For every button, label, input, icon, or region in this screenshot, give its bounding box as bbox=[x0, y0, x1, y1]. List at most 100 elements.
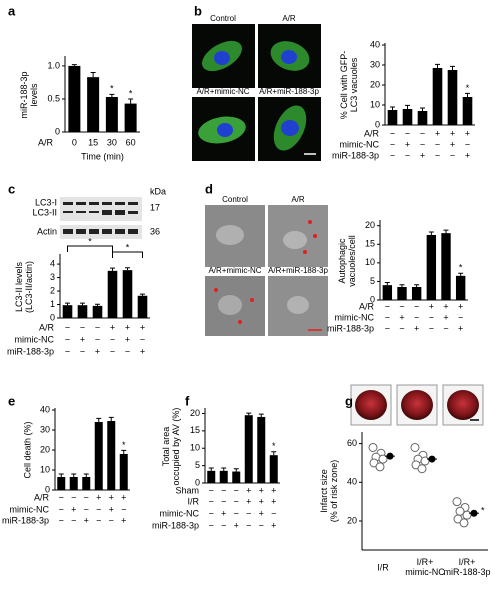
bar bbox=[87, 77, 100, 132]
condition-sign: − bbox=[96, 504, 101, 514]
y-tick-label: 0 bbox=[370, 294, 375, 304]
heart-images bbox=[350, 384, 484, 426]
panel-letter: b bbox=[194, 3, 202, 18]
error-bar bbox=[80, 302, 85, 306]
bar bbox=[107, 270, 118, 318]
y-tick-label: 0 bbox=[195, 477, 200, 487]
condition-sign: − bbox=[385, 301, 390, 311]
condition-sign: − bbox=[420, 139, 425, 149]
condition-sign: − bbox=[95, 322, 100, 332]
y-tick-label: 40 bbox=[40, 404, 50, 414]
error-bar bbox=[435, 63, 440, 68]
condition-label: A/R bbox=[364, 128, 380, 138]
bar bbox=[232, 471, 241, 483]
error-bar bbox=[458, 272, 464, 276]
condition-sign: + bbox=[140, 322, 145, 332]
condition-label: Sham bbox=[175, 485, 199, 495]
error-bar bbox=[140, 293, 145, 296]
error-bar bbox=[121, 449, 127, 454]
bar bbox=[77, 305, 88, 318]
data-point bbox=[378, 454, 388, 464]
condition-sign: − bbox=[84, 504, 89, 514]
bar bbox=[119, 454, 128, 490]
condition-sign: − bbox=[110, 346, 115, 356]
condition-sign: − bbox=[65, 346, 70, 356]
condition-sign: − bbox=[80, 322, 85, 332]
bar bbox=[269, 455, 278, 483]
error-bar bbox=[83, 473, 89, 477]
data-point bbox=[417, 464, 427, 474]
image-label: A/R+mimic-NC bbox=[208, 266, 261, 275]
image-label: A/R bbox=[291, 195, 305, 204]
condition-sign: + bbox=[435, 128, 440, 138]
y-tick-label: 30 bbox=[40, 424, 50, 434]
error-bar bbox=[125, 267, 130, 271]
bar bbox=[382, 285, 393, 300]
condition-sign: + bbox=[443, 301, 448, 311]
bar bbox=[124, 103, 137, 132]
x-tick-label: 60 bbox=[126, 137, 136, 147]
blot-size: 17 bbox=[150, 202, 160, 212]
bar bbox=[244, 415, 253, 483]
condition-sign: − bbox=[65, 334, 70, 344]
condition-sign: + bbox=[84, 515, 89, 525]
y-axis-label: Infarct size(% of risk zone) bbox=[319, 460, 339, 523]
condition-label: mimic-NC bbox=[10, 504, 50, 514]
error-bar bbox=[208, 467, 214, 471]
significance-marker: * bbox=[129, 88, 133, 98]
bar bbox=[69, 477, 78, 490]
bar bbox=[219, 470, 228, 483]
condition-sign: + bbox=[465, 128, 470, 138]
x-tick-label: I/R+ miR-188-3p bbox=[443, 557, 490, 577]
error-bar bbox=[233, 468, 239, 472]
y-tick-label: 20 bbox=[40, 444, 50, 454]
condition-sign: + bbox=[450, 139, 455, 149]
y-tick-label: 20 bbox=[365, 220, 375, 230]
condition-sign: − bbox=[246, 508, 251, 518]
condition-sign: − bbox=[399, 301, 404, 311]
x-tick-label: I/R bbox=[377, 562, 389, 572]
condition-sign: − bbox=[271, 508, 276, 518]
bar bbox=[105, 96, 118, 132]
error-bar bbox=[405, 104, 410, 109]
significance-marker: * bbox=[110, 84, 114, 94]
error-bar bbox=[71, 473, 77, 477]
condition-sign: − bbox=[234, 485, 239, 495]
condition-sign: − bbox=[414, 312, 419, 322]
condition-sign: + bbox=[80, 334, 85, 344]
condition-sign: − bbox=[71, 515, 76, 525]
condition-sign: − bbox=[259, 520, 264, 530]
condition-sign: − bbox=[420, 128, 425, 138]
error-bar bbox=[221, 467, 227, 471]
bar bbox=[397, 287, 407, 300]
y-axis-label: Total areaoccupied by AV (%) bbox=[161, 408, 181, 486]
condition-sign: − bbox=[443, 323, 448, 333]
y-tick-label: 20 bbox=[370, 79, 380, 89]
significance-marker: * bbox=[466, 83, 470, 93]
condition-sign: + bbox=[465, 150, 470, 160]
bar bbox=[447, 70, 458, 125]
y-tick-label: 2 bbox=[50, 285, 55, 295]
image-label: A/R bbox=[282, 14, 296, 23]
condition-sign: − bbox=[221, 520, 226, 530]
bar bbox=[107, 421, 116, 490]
bar bbox=[402, 109, 413, 125]
image-label: A/R+mimic-NC bbox=[196, 87, 249, 96]
panel-letter: f bbox=[185, 393, 190, 408]
panel-letter: d bbox=[205, 181, 213, 196]
data-point bbox=[410, 442, 420, 452]
condition-label: A/R bbox=[39, 322, 55, 332]
condition-sign: − bbox=[405, 150, 410, 160]
error-bar bbox=[443, 229, 449, 234]
bar bbox=[82, 477, 91, 490]
bracket bbox=[67, 245, 113, 252]
condition-sign: + bbox=[71, 504, 76, 514]
condition-sign: + bbox=[95, 346, 100, 356]
panel-letter: e bbox=[8, 393, 15, 408]
condition-sign: − bbox=[458, 312, 463, 322]
error-bar bbox=[71, 64, 77, 66]
error-bar bbox=[58, 473, 64, 477]
condition-sign: + bbox=[271, 520, 276, 530]
bar bbox=[432, 68, 443, 125]
y-tick-label: 20 bbox=[347, 515, 357, 525]
